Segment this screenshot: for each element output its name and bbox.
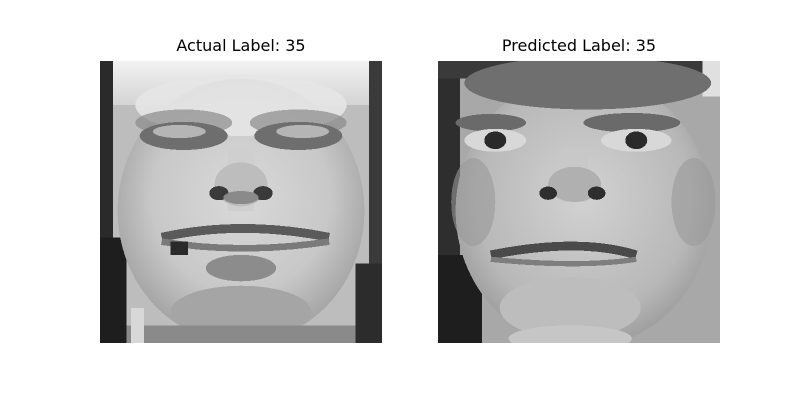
predicted-face-image — [438, 61, 720, 343]
predicted-label-title: Predicted Label: 35 — [501, 36, 657, 55]
actual-face-image — [100, 61, 382, 343]
actual-label-title: Actual Label: 35 — [176, 36, 306, 55]
